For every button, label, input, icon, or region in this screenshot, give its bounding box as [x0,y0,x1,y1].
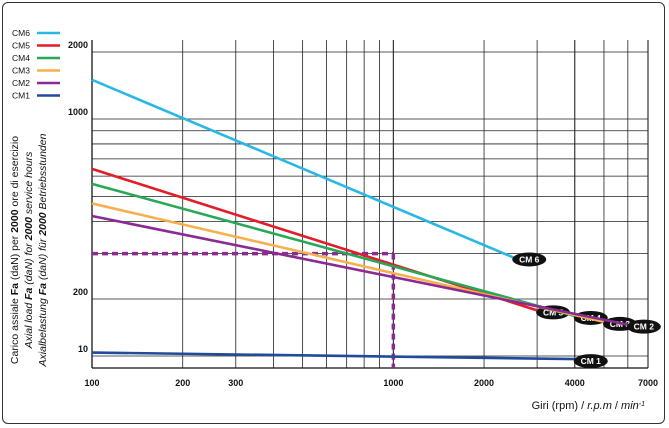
y-axis-title-part: Axial load [23,300,35,349]
y-axis-title-part: Betriebsstunden [37,133,49,212]
series-line-cm2 [92,216,628,325]
y-axis-title-part: Fa [23,287,35,299]
y-axis-title-part: 2000 [37,212,49,237]
y-axis-title-line-2: Axial load Fa (daN) for 2000 service hou… [23,151,35,349]
y-axis-title-line-3: Axialbelastung Fa (daN) für 2000 Betrieb… [37,133,49,367]
y-tick-label: 1000 [68,107,88,117]
legend-label-cm2: CM2 [12,78,30,88]
legend-label-cm1: CM1 [12,91,30,101]
series-badge-label: CM 1 [581,356,602,366]
x-axis-title-part: min [621,400,639,412]
series-badge-label: CM 6 [519,254,540,264]
y-tick-label: 200 [73,287,88,297]
y-tick-label: 10 [78,344,88,354]
x-tick-label: 300 [228,378,243,388]
x-tick-label: 4000 [565,378,585,388]
y-axis-title-part: Carico assiale [9,295,21,364]
x-axis-title-part: -1 [639,401,645,408]
x-axis-title-part: / [612,400,621,412]
y-axis-title-part: 2000 [23,217,35,242]
x-axis-title-part: r.p.m [587,400,612,412]
x-axis-title-part: Giri (rpm) / [532,400,588,412]
x-axis-title: Giri (rpm) / r.p.m / min-1 [532,400,646,412]
legend-label-cm4: CM4 [12,53,30,63]
y-axis-title-part: Fa [37,283,49,295]
y-axis-title-part: Fa [9,283,21,295]
x-tick-label: 100 [84,378,99,388]
y-axis-title-part: (daN) per [9,233,21,283]
x-tick-label: 2000 [474,378,494,388]
legend-label-cm6: CM6 [12,28,30,38]
y-axis-title-part: (daN) für [37,236,49,283]
y-axis-title-part: service hours [23,151,35,217]
y-axis-title-part: ore di esercizio [9,136,21,210]
y-axis-title-part: 2000 [9,209,21,233]
y-axis-title-line-1: Carico assiale Fa (daN) per 2000 ore di … [9,136,21,364]
legend-label-cm5: CM5 [12,41,30,51]
series-badge-label: CM 2 [634,322,655,332]
x-tick-label: 1000 [383,378,403,388]
x-tick-label: 7000 [638,378,658,388]
x-tick-label: 200 [175,378,190,388]
legend-label-cm3: CM3 [12,66,30,76]
y-tick-label: 2000 [68,40,88,50]
y-axis-title-part: (daN) for [23,240,35,287]
y-axis-title-part: Axialbelastung [37,295,49,367]
series-line-cm4 [92,184,575,316]
